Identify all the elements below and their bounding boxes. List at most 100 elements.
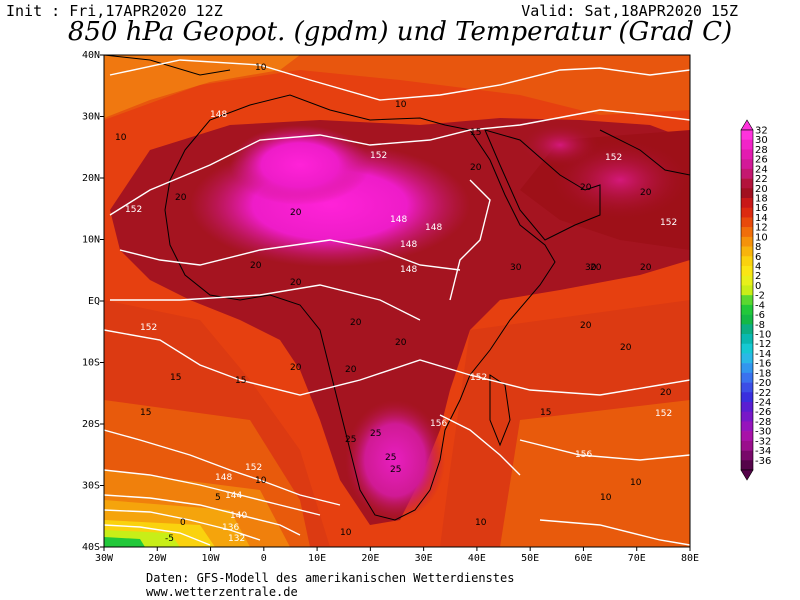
- colorbar-swatch: [741, 236, 753, 247]
- temp-label: 30: [510, 263, 522, 273]
- credit-website[interactable]: www.wetterzentrale.de: [146, 585, 298, 599]
- lat-label: 30N: [82, 112, 100, 123]
- temp-label: 20: [175, 193, 187, 203]
- colorbar-label: -6: [755, 310, 765, 321]
- temp-label: 25: [385, 453, 396, 463]
- longitude-labels: 30W 20W 10W 0 10E 20E 30E 40E 50E 60E 70E 80E: [95, 547, 699, 564]
- colorbar-swatch: [741, 168, 753, 179]
- temp-label: -5: [165, 534, 174, 544]
- temp-label: 20: [590, 263, 602, 273]
- temp-label: 25: [390, 465, 401, 475]
- lon-label: 30W: [95, 553, 114, 564]
- colorbar-label: 10: [755, 232, 768, 243]
- colorbar-swatch: [741, 217, 753, 228]
- colorbar-swatch: [741, 295, 753, 306]
- colorbar-label: 24: [755, 164, 768, 175]
- temp-label: 20: [395, 338, 407, 348]
- colorbar-label: -20: [755, 378, 771, 389]
- colorbar-label: -34: [755, 446, 771, 457]
- colorbar-label: -30: [755, 427, 771, 438]
- colorbar-swatch: [741, 343, 753, 354]
- geopot-label: 148: [425, 223, 442, 233]
- colorbar-label: 6: [755, 252, 761, 263]
- lon-label: 40E: [468, 553, 486, 564]
- geopot-label: 148: [210, 110, 227, 120]
- temp-label: 10: [475, 518, 487, 528]
- temp-label: 10: [255, 63, 267, 73]
- temp-label: 10: [395, 100, 407, 110]
- colorbar-swatch: [741, 207, 753, 218]
- colorbar-swatch: [741, 402, 753, 413]
- temp-label: 20: [580, 183, 592, 193]
- temp-label: 5: [215, 493, 221, 503]
- lat-label: EQ: [88, 296, 100, 307]
- geopot-label: 152: [660, 218, 677, 228]
- geopotential-isolines: [104, 59, 690, 546]
- geopot-label: 136: [222, 523, 239, 533]
- temp-label: 20: [620, 343, 632, 353]
- init-time: Init : Fri,17APR2020 12Z: [6, 2, 223, 20]
- colorbar-label: 14: [755, 213, 768, 224]
- colorbar-swatch: [741, 304, 753, 315]
- geopot-label: 148: [390, 215, 407, 225]
- lon-label: 20W: [148, 553, 167, 564]
- temp-label: 20: [290, 278, 302, 288]
- colorbar-label: 20: [755, 184, 768, 195]
- colorbar-swatch: [741, 324, 753, 335]
- colorbar-label: 4: [755, 262, 761, 273]
- colorbar-label: -28: [755, 417, 771, 428]
- colorbar-top-arrow: [740, 119, 754, 131]
- temp-label: 20: [640, 188, 652, 198]
- colorbar-swatch: [741, 450, 753, 461]
- lat-label: 20N: [82, 173, 100, 184]
- colorbar-bottom-arrow: [740, 469, 754, 481]
- temp-label: 20: [660, 388, 672, 398]
- colorbar-label: -8: [755, 320, 765, 331]
- geopot-label: 148: [400, 240, 417, 250]
- temp-label: 20: [640, 263, 652, 273]
- temp-label: 15: [140, 408, 151, 418]
- colorbar-swatch: [741, 266, 753, 277]
- geopot-label: 144: [225, 491, 242, 501]
- colorbar-label: -4: [755, 300, 765, 311]
- geopot-label: 152: [370, 151, 387, 161]
- colorbar-swatch: [741, 431, 753, 442]
- colorbar-swatch: [741, 246, 753, 257]
- isoline-labels: 148 152 148 148 148 148 152 152 152 152 …: [115, 63, 677, 544]
- temp-label: 20: [345, 365, 357, 375]
- temp-label: 20: [470, 163, 482, 173]
- lat-label: 40S: [82, 542, 100, 553]
- colorbar-label: 2: [755, 271, 761, 282]
- colorbar-label: 12: [755, 223, 768, 234]
- temp-label: 10: [115, 133, 127, 143]
- geopot-label: 152: [655, 409, 672, 419]
- temp-label: 15: [170, 373, 181, 383]
- colorbar-label: 32: [755, 126, 768, 137]
- colorbar-swatch: [741, 411, 753, 422]
- colorbar-swatch: [741, 372, 753, 383]
- temp-label: 20: [290, 208, 302, 218]
- geopot-label: 152: [470, 373, 487, 383]
- colorbar-swatch: [741, 382, 753, 393]
- colorbar-swatch: [741, 334, 753, 345]
- colorbar-label: 22: [755, 174, 768, 185]
- geopot-label: 152: [605, 153, 622, 163]
- geopot-label: 140: [230, 511, 247, 521]
- valid-time: Valid: Sat,18APR2020 15Z: [521, 2, 738, 20]
- lon-label: 70E: [628, 553, 646, 564]
- lon-label: 20E: [361, 553, 379, 564]
- credit-source: Daten: GFS-Modell des amerikanischen Wet…: [146, 571, 515, 585]
- colorbar-label: 18: [755, 194, 768, 205]
- lon-label: 30E: [415, 553, 433, 564]
- geopot-label: 132: [228, 534, 245, 544]
- temp-label: 25: [370, 429, 381, 439]
- colorbar-label: 8: [755, 242, 761, 253]
- geopot-label: 152: [140, 323, 157, 333]
- temp-label: 15: [235, 376, 246, 386]
- lat-label: 20S: [82, 419, 100, 430]
- temp-label: 20: [580, 321, 592, 331]
- colorbar-swatch: [741, 149, 753, 160]
- colorbar-label: -22: [755, 388, 771, 399]
- lat-label: 30S: [82, 481, 100, 492]
